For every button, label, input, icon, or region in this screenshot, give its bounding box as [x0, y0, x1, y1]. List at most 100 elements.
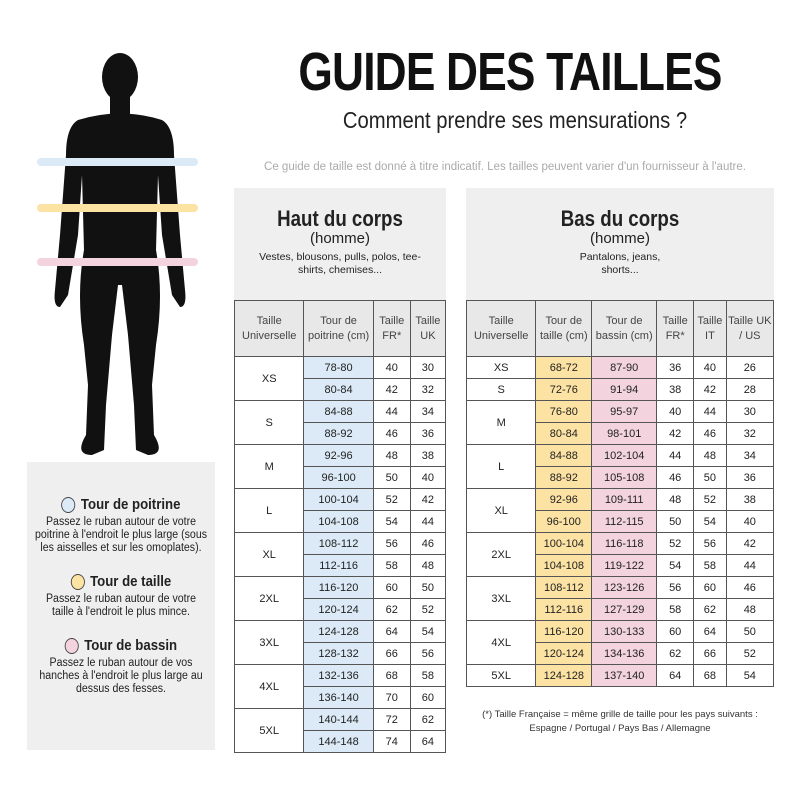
value-cell: 134-136: [591, 642, 658, 665]
value-cell: 36: [725, 466, 775, 489]
column-header: Taille Universelle: [233, 300, 305, 357]
value-cell: 48: [725, 598, 775, 621]
top-panel: Haut du corps (homme) Vestes, blousons, …: [234, 188, 446, 301]
table-row: 128-132 66 56: [235, 642, 447, 665]
value-cell: 92-96: [535, 488, 593, 511]
value-cell: 136-140: [303, 686, 374, 709]
value-cell: 64: [372, 620, 411, 643]
legend-text: Passez le ruban autour de votre poitrine…: [35, 516, 207, 554]
value-cell: 72: [372, 708, 411, 731]
size-cell: M: [465, 400, 537, 445]
value-cell: 87-90: [591, 356, 658, 379]
value-cell: 44: [693, 400, 727, 423]
value-cell: 46: [409, 532, 447, 555]
size-cell: M: [233, 444, 305, 489]
value-cell: 130-133: [591, 620, 658, 643]
value-cell: 48: [372, 444, 411, 467]
value-cell: 109-111: [591, 488, 658, 511]
size-cell: L: [465, 444, 537, 489]
value-cell: 64: [656, 664, 695, 687]
value-cell: 46: [656, 466, 695, 489]
size-cell: XS: [233, 356, 305, 401]
value-cell: 34: [409, 400, 447, 423]
value-cell: 105-108: [591, 466, 658, 489]
page-title: GUIDE DES TAILLES: [298, 42, 722, 102]
value-cell: 40: [372, 356, 411, 379]
value-cell: 54: [656, 554, 695, 577]
value-cell: 52: [372, 488, 411, 511]
value-cell: 52: [409, 598, 447, 621]
value-cell: 30: [409, 356, 447, 379]
hips-band: [37, 258, 198, 266]
table-row: 112-116 58 48: [235, 554, 447, 577]
value-cell: 78-80: [303, 356, 374, 379]
value-cell: 124-128: [303, 620, 374, 643]
waist-band: [37, 204, 198, 212]
table-row: 5XL 140-144 72 62: [233, 708, 447, 753]
value-cell: 66: [372, 642, 411, 665]
value-cell: 50: [409, 576, 447, 599]
value-cell: 36: [656, 356, 695, 379]
value-cell: 36: [409, 422, 447, 445]
value-cell: 56: [693, 532, 727, 555]
chest-band: [37, 158, 198, 166]
size-cell: XS: [465, 356, 537, 379]
table-row: 2XL 100-104 116-118 52 56 42: [465, 532, 775, 577]
table-row: L 84-88 102-104 44 48 34: [465, 444, 775, 489]
column-header: Tour de poitrine (cm): [303, 300, 374, 357]
value-cell: 108-112: [303, 532, 374, 555]
value-cell: 40: [409, 466, 447, 489]
size-cell: 3XL: [465, 576, 537, 621]
value-cell: 52: [725, 642, 775, 665]
value-cell: 64: [409, 730, 447, 753]
size-cell: S: [465, 378, 537, 401]
value-cell: 119-122: [591, 554, 658, 577]
value-cell: 34: [725, 444, 775, 467]
table-row: 104-108 119-122 54 58 44: [467, 554, 775, 577]
table-row: 80-84 98-101 42 46 32: [467, 422, 775, 445]
value-cell: 40: [725, 510, 775, 533]
value-cell: 132-136: [303, 664, 374, 687]
value-cell: 137-140: [591, 664, 658, 687]
value-cell: 88-92: [303, 422, 374, 445]
value-cell: 98-101: [591, 422, 658, 445]
value-cell: 88-92: [535, 466, 593, 489]
table-row: XS 78-80 40 30: [233, 356, 447, 401]
value-cell: 60: [372, 576, 411, 599]
table-row: 104-108 54 44: [235, 510, 447, 533]
value-cell: 104-108: [535, 554, 593, 577]
hips-dot-icon: [64, 637, 79, 654]
value-cell: 66: [693, 642, 727, 665]
size-cell: 5XL: [233, 708, 305, 753]
value-cell: 112-115: [591, 510, 658, 533]
value-cell: 56: [409, 642, 447, 665]
column-header: Taille FR*: [656, 300, 695, 357]
value-cell: 42: [725, 532, 775, 555]
value-cell: 48: [409, 554, 447, 577]
value-cell: 58: [409, 664, 447, 687]
column-header: Taille UK: [409, 300, 447, 357]
size-cell: 4XL: [465, 620, 537, 665]
value-cell: 56: [372, 532, 411, 555]
table-row: 2XL 116-120 60 50: [233, 576, 447, 621]
legend-waist: Tour de taille Passez le ruban autour de…: [27, 573, 215, 619]
value-cell: 30: [725, 400, 775, 423]
value-cell: 54: [725, 664, 775, 687]
table-row: 120-124 62 52: [235, 598, 447, 621]
value-cell: 84-88: [535, 444, 593, 467]
value-cell: 108-112: [535, 576, 593, 599]
bottom-panel: Bas du corps (homme) Pantalons, jeans, s…: [466, 188, 774, 301]
value-cell: 68: [372, 664, 411, 687]
bottom-title: Bas du corps: [560, 206, 680, 231]
column-header: Tour de bassin (cm): [591, 300, 658, 357]
column-header: Taille FR*: [372, 300, 411, 357]
value-cell: 26: [725, 356, 775, 379]
legend-title: Tour de poitrine: [80, 496, 181, 513]
footnote-line2: Espagne / Portugal / Pays Bas / Allemagn…: [529, 723, 711, 734]
value-cell: 100-104: [535, 532, 593, 555]
value-cell: 62: [409, 708, 447, 731]
value-cell: 48: [693, 444, 727, 467]
value-cell: 58: [656, 598, 695, 621]
column-header: Taille IT: [693, 300, 727, 357]
value-cell: 44: [656, 444, 695, 467]
